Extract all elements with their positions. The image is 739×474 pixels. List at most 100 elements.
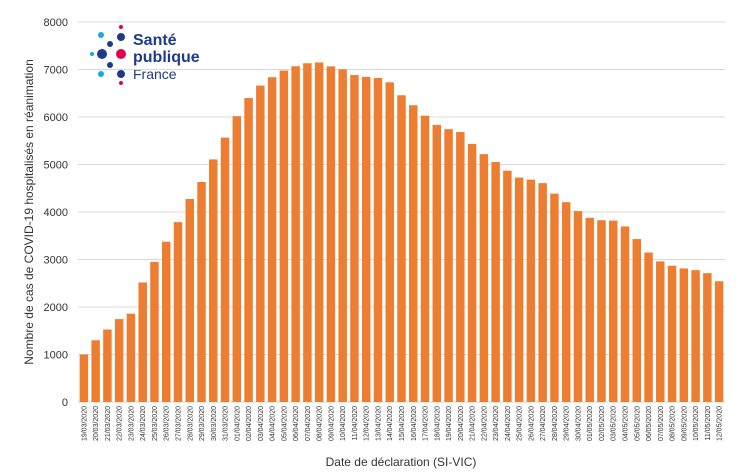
logo-dot <box>98 32 104 38</box>
bar <box>491 161 500 402</box>
x-tick-label: 17/04/2020 <box>423 406 430 441</box>
logo-dot <box>117 33 125 41</box>
bar <box>291 66 300 402</box>
x-tick-label: 20/04/2020 <box>458 406 465 441</box>
x-tick-label: 21/04/2020 <box>470 406 477 441</box>
x-tick-label: 02/05/2020 <box>599 406 606 441</box>
x-tick-label: 02/04/2020 <box>246 406 253 441</box>
bar <box>479 154 489 402</box>
logo-dot <box>116 49 126 59</box>
x-tick-label: 23/03/2020 <box>128 406 135 441</box>
x-tick-label: 19/04/2020 <box>446 406 453 441</box>
x-tick-label: 06/04/2020 <box>293 406 300 441</box>
bar <box>444 129 453 402</box>
bar <box>456 132 465 402</box>
x-tick-label: 11/05/2020 <box>705 406 712 441</box>
x-tick-label: 18/04/2020 <box>434 406 441 441</box>
bar <box>503 170 512 402</box>
bar <box>644 252 653 402</box>
y-tick-label: 6000 <box>44 112 68 124</box>
bar <box>585 217 594 402</box>
x-tick-label: 09/05/2020 <box>681 406 688 441</box>
y-axis-title: Nombre de cas de COVID-19 hospitalisés e… <box>22 59 36 364</box>
x-tick-label: 28/03/2020 <box>187 406 194 441</box>
x-tick-label: 12/04/2020 <box>364 406 371 441</box>
bar <box>609 220 618 402</box>
bar <box>550 193 559 402</box>
x-tick-label: 09/04/2020 <box>328 406 335 441</box>
bar <box>373 78 383 402</box>
bar <box>256 85 265 403</box>
bar <box>244 98 253 403</box>
bar <box>185 199 194 402</box>
bar <box>91 340 100 402</box>
bar <box>420 115 430 402</box>
bar <box>173 222 183 402</box>
bar <box>220 137 230 402</box>
y-tick-label: 0 <box>62 397 68 409</box>
bar <box>679 268 689 402</box>
x-tick-label: 25/03/2020 <box>152 406 159 441</box>
x-tick-label: 30/03/2020 <box>211 406 218 441</box>
x-tick-label: 11/04/2020 <box>352 406 359 441</box>
bar <box>303 63 312 403</box>
logo-dot <box>107 62 113 68</box>
bar <box>326 66 336 403</box>
x-tick-label: 10/05/2020 <box>693 406 700 441</box>
logo-dot <box>97 49 107 59</box>
x-tick-label: 24/04/2020 <box>505 406 512 441</box>
y-tick-label: 7000 <box>44 65 68 77</box>
x-tick-label: 19/03/2020 <box>81 406 88 441</box>
x-tick-label: 03/04/2020 <box>258 406 265 441</box>
bar <box>126 313 136 402</box>
x-tick-label: 13/04/2020 <box>375 406 382 441</box>
bar <box>573 211 583 402</box>
bar <box>338 69 347 402</box>
bar <box>138 282 147 402</box>
bar <box>232 116 242 402</box>
x-tick-label: 29/03/2020 <box>199 406 206 441</box>
x-tick-label: 08/05/2020 <box>670 406 677 441</box>
bar <box>691 270 700 402</box>
logo-dot <box>98 71 104 77</box>
bar <box>538 183 547 402</box>
x-tick-label: 08/04/2020 <box>317 406 324 441</box>
x-tick-label: 06/05/2020 <box>646 406 653 441</box>
bar <box>114 319 124 402</box>
logo-dot <box>119 25 123 29</box>
y-tick-label: 5000 <box>44 160 68 172</box>
logo: Santé publique France <box>90 25 200 85</box>
bar <box>597 220 606 402</box>
x-tick-label: 07/05/2020 <box>658 406 665 441</box>
x-tick-label: 22/04/2020 <box>481 406 488 441</box>
x-tick-label: 31/03/2020 <box>223 406 230 441</box>
y-tick-label: 8000 <box>44 17 68 29</box>
x-tick-label: 23/04/2020 <box>493 406 500 441</box>
bar <box>714 281 724 402</box>
x-tick-label: 05/05/2020 <box>634 406 641 441</box>
bar <box>267 77 277 402</box>
bar <box>161 241 171 402</box>
logo-dot <box>90 52 94 56</box>
x-tick-label: 28/04/2020 <box>552 406 559 441</box>
x-tick-label: 25/04/2020 <box>517 406 524 441</box>
bar <box>385 82 394 402</box>
bar <box>632 239 642 402</box>
x-tick-label: 27/04/2020 <box>540 406 547 441</box>
logo-dot <box>119 81 123 85</box>
x-tick-label: 12/05/2020 <box>717 406 724 441</box>
x-tick-label: 22/03/2020 <box>117 406 124 441</box>
y-tick-label: 3000 <box>44 255 68 267</box>
x-tick-label: 04/04/2020 <box>270 406 277 441</box>
bar <box>350 75 359 403</box>
bar <box>467 143 477 402</box>
x-tick-label: 15/04/2020 <box>399 406 406 441</box>
y-tick-label: 2000 <box>44 302 68 314</box>
bar <box>656 261 665 402</box>
x-tick-label: 21/03/2020 <box>105 406 112 441</box>
bar <box>103 329 112 402</box>
x-tick-label: 14/04/2020 <box>387 406 394 441</box>
bar <box>432 124 442 403</box>
logo-dot <box>107 41 113 47</box>
